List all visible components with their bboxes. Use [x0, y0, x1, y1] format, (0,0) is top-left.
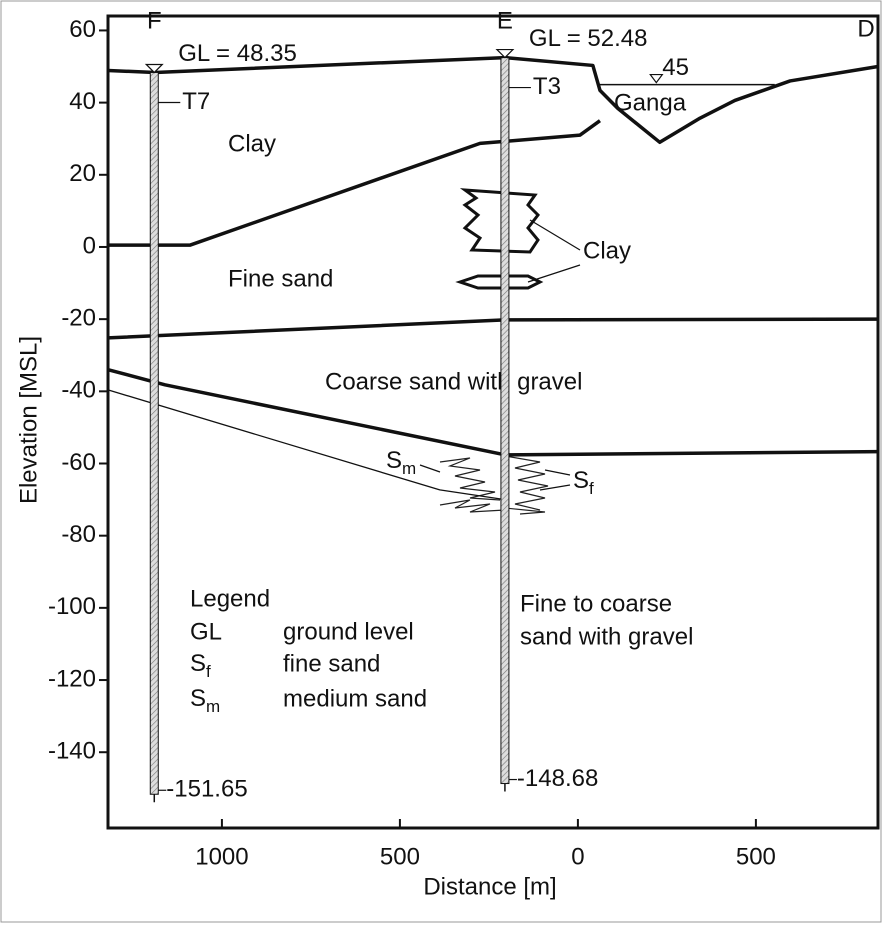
- y-tick-label: 60: [69, 16, 96, 43]
- borehole-name: F: [147, 7, 162, 34]
- borehole-bottom: -151.65: [166, 776, 247, 803]
- layer-boundary: [108, 319, 878, 338]
- gl-label: GL = 52.48: [529, 25, 648, 52]
- y-tick-label: -60: [61, 449, 96, 476]
- symbol: S: [573, 467, 589, 494]
- x-tick-label: 500: [380, 843, 420, 870]
- legend-symbol: Sm: [190, 685, 220, 716]
- y-tick-label: -140: [48, 738, 96, 765]
- symbol: S: [190, 685, 206, 712]
- borehole-id: T7: [182, 88, 210, 115]
- legend-symbol: GL: [190, 618, 222, 645]
- y-tick-label: -40: [61, 377, 96, 404]
- y-tick-label: 40: [69, 88, 96, 115]
- legend-text: ground level: [283, 618, 414, 645]
- water-level-label: 45: [662, 54, 689, 81]
- x-axis-title: Distance [m]: [423, 873, 556, 900]
- subscript: f: [589, 479, 594, 498]
- plot-area: [108, 16, 878, 828]
- layer-label: Fine to coarse: [520, 590, 672, 617]
- layer-label: Coarse sand with gravel: [325, 368, 582, 395]
- leader-line: [528, 265, 580, 282]
- page: Clay Fine sand Coarse sand with gravel G…: [0, 0, 883, 929]
- x-tick-label: 500: [736, 843, 776, 870]
- chart: Clay Fine sand Coarse sand with gravel G…: [0, 0, 883, 924]
- layer-label: Fine sand: [228, 265, 333, 292]
- sand-interfinger: [440, 456, 548, 514]
- water-marker: [650, 75, 662, 83]
- y-tick-label: -80: [61, 521, 96, 548]
- borehole-bottom: -148.68: [517, 765, 598, 792]
- y-tick-label: -120: [48, 665, 96, 692]
- leader-line: [420, 465, 440, 472]
- y-tick-label: 0: [83, 232, 96, 259]
- y-tick-label: 20: [69, 160, 96, 187]
- x-tick-label: 0: [571, 843, 584, 870]
- subscript: f: [206, 662, 211, 681]
- layer-boundary: [108, 58, 878, 143]
- symbol: S: [190, 650, 206, 677]
- layer-label: sand with gravel: [520, 623, 693, 650]
- layer-boundary: [108, 390, 505, 500]
- leader-line: [545, 470, 570, 475]
- legend-title: Legend: [190, 585, 270, 612]
- x-tick-label: 1000: [195, 843, 248, 870]
- subscript: m: [206, 697, 220, 716]
- subscript: m: [402, 459, 416, 478]
- strata-mark: Sf: [573, 467, 594, 498]
- symbol: S: [386, 447, 402, 474]
- leader-line: [530, 220, 580, 250]
- y-tick-label: -20: [61, 304, 96, 331]
- legend-text: fine sand: [283, 650, 380, 677]
- layer-label: Clay: [228, 130, 276, 157]
- y-axis-title: Elevation [MSL]: [15, 336, 42, 504]
- borehole: [150, 72, 158, 794]
- borehole-id: T3: [533, 73, 561, 100]
- strata-mark: Sm: [386, 447, 416, 478]
- legend-text: medium sand: [283, 685, 427, 712]
- borehole-name: E: [497, 7, 513, 34]
- borehole: [501, 58, 509, 784]
- lens-label: Clay: [583, 237, 631, 264]
- gl-label: GL = 48.35: [178, 40, 297, 67]
- legend-symbol: Sf: [190, 650, 211, 681]
- section-end-label: D: [857, 15, 874, 42]
- y-tick-label: -100: [48, 593, 96, 620]
